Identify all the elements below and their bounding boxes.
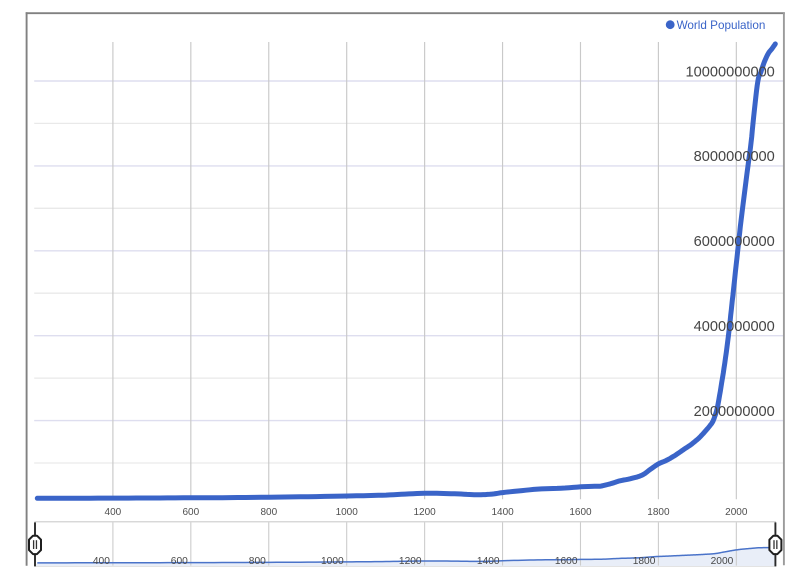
svg-text:400: 400 — [105, 507, 122, 518]
svg-text:4000000000: 4000000000 — [694, 319, 775, 335]
svg-text:8000000000: 8000000000 — [694, 149, 775, 165]
svg-text:1600: 1600 — [569, 507, 592, 518]
svg-text:1000: 1000 — [321, 556, 344, 567]
svg-text:1200: 1200 — [413, 507, 436, 518]
svg-text:1800: 1800 — [647, 507, 670, 518]
svg-text:800: 800 — [249, 556, 266, 567]
svg-text:1400: 1400 — [491, 507, 514, 518]
svg-text:800: 800 — [260, 507, 277, 518]
svg-text:World Population: World Population — [677, 19, 766, 32]
svg-text:600: 600 — [182, 507, 199, 518]
svg-text:2000000000: 2000000000 — [694, 404, 775, 420]
svg-text:6000000000: 6000000000 — [694, 234, 775, 250]
svg-text:2000: 2000 — [725, 507, 748, 518]
svg-text:2000: 2000 — [711, 556, 734, 567]
svg-text:400: 400 — [93, 556, 110, 567]
svg-text:1400: 1400 — [477, 556, 500, 567]
svg-text:1800: 1800 — [633, 556, 656, 567]
svg-text:1600: 1600 — [555, 556, 578, 567]
svg-text:600: 600 — [171, 556, 188, 567]
svg-text:1000: 1000 — [336, 507, 359, 518]
svg-text:1200: 1200 — [399, 556, 422, 567]
svg-text:10000000000: 10000000000 — [686, 64, 775, 80]
